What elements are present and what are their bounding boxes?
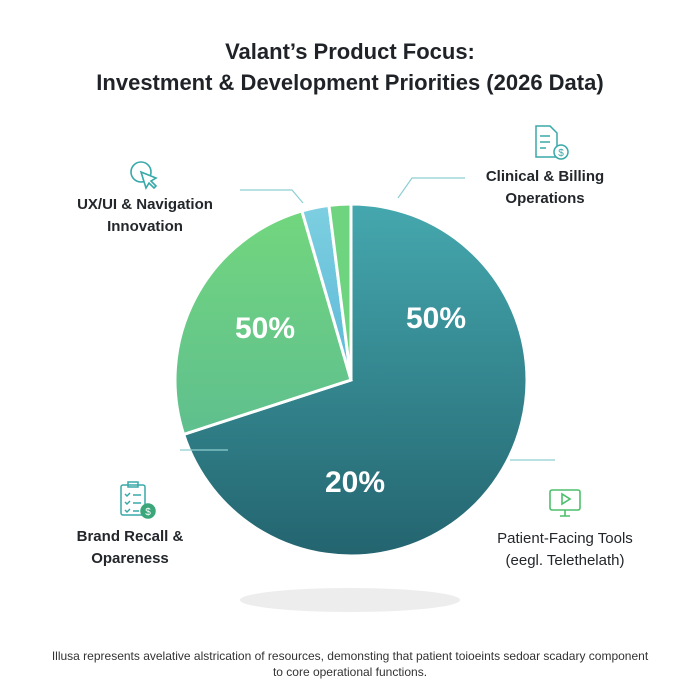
data-label-clinical: 50% <box>406 302 466 335</box>
label-text: Clinical & Billing <box>485 168 605 185</box>
label-text: UX/UI & Navigation <box>77 196 213 213</box>
svg-text:$: $ <box>145 507 151 518</box>
label-text: Operations <box>505 190 585 207</box>
pie-slice <box>181 202 529 558</box>
label-brand: Brand Recall & Opareness <box>55 526 205 570</box>
footnote: Illusa represents avelative alstrication… <box>51 649 649 679</box>
pie-shadow <box>240 588 460 612</box>
cursor-click-icon <box>130 161 158 190</box>
data-label-ux: 50% <box>235 312 295 345</box>
label-patient: Patient-Facing Tools (eegl. Telethelath) <box>480 528 650 572</box>
checklist-billing-icon: $ <box>120 481 156 519</box>
data-label-patient: 20% <box>325 466 385 499</box>
label-text: Brand Recall & <box>76 528 184 545</box>
label-text: Innovation <box>107 218 183 235</box>
monitor-play-icon <box>549 489 581 517</box>
label-text: Patient-Facing Tools <box>497 530 633 547</box>
billing-document-icon: $ <box>535 125 569 160</box>
title-line-2: Investment & Development Priorities (202… <box>96 70 604 95</box>
pie-slice <box>327 202 353 381</box>
pie-slice <box>173 209 353 437</box>
chart-title: Valant’s Product Focus: Investment & Dev… <box>0 36 700 98</box>
leader-ux <box>240 189 304 204</box>
label-ux: UX/UI & Navigation Innovation <box>60 194 230 238</box>
svg-text:$: $ <box>558 148 564 159</box>
label-text: (eegl. Telethelath) <box>505 552 625 569</box>
leader-lines <box>180 177 555 461</box>
label-text: Opareness <box>91 550 169 567</box>
label-clinical: Clinical & Billing Operations <box>470 166 620 210</box>
title-line-1: Valant’s Product Focus: <box>225 39 475 64</box>
leader-clinical <box>397 177 465 199</box>
